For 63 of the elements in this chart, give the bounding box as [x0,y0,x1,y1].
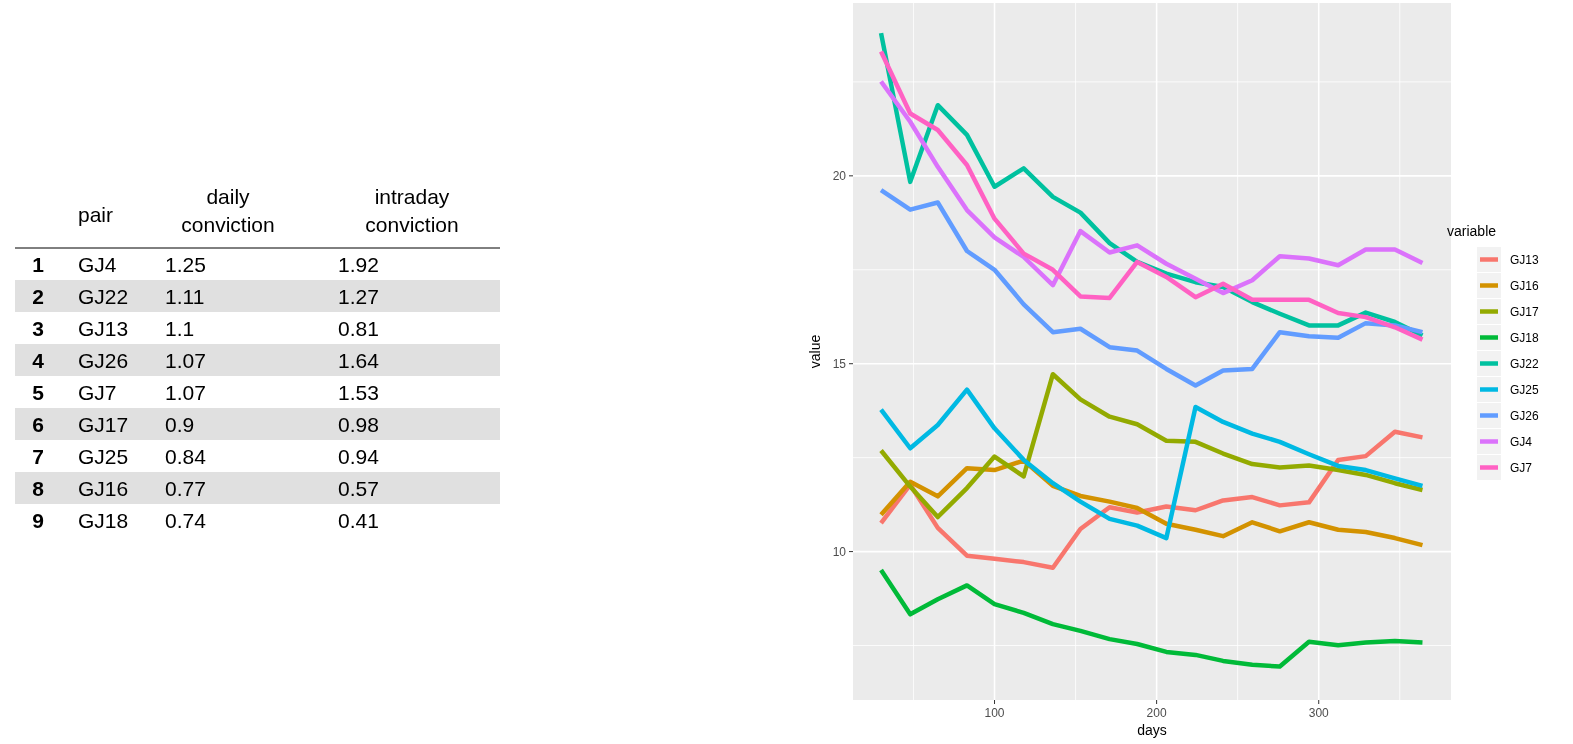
data-label: 1.07 [165,349,206,372]
x-tick-label: 200 [1146,706,1167,720]
data-label: 1.11 [165,285,205,308]
data-label: 0.81 [338,317,379,340]
legend-label: GJ22 [1510,357,1540,371]
y-tick-label: 15 [832,356,847,371]
x-tick-label: 300 [1308,706,1330,720]
legend-label: GJ18 [1510,331,1540,345]
legend-label: GJ13 [1510,253,1540,267]
data-label: 0.84 [165,445,207,468]
legend-label: GJ25 [1510,383,1540,397]
data-label: 7 [32,445,44,468]
data-label: 0.9 [165,413,195,436]
data-label: 4 [32,349,45,372]
line-series [878,79,1425,296]
line-series [878,429,1425,570]
legend-label: GJ17 [1510,305,1540,319]
category-label: GJ16 [78,477,129,500]
data-label: 0.77 [165,477,206,500]
data-label: 1 [32,253,45,276]
line-series [878,387,1425,541]
text: pair [78,203,114,226]
data-label: 9 [32,509,44,532]
legend-label: GJ16 [1510,279,1540,293]
legend-label: GJ4 [1510,435,1533,449]
data-label: 0.74 [165,509,207,532]
legend-label: GJ7 [1510,461,1533,475]
text: daily conviction [181,185,275,236]
category-label: GJ25 [78,445,129,468]
data-label: 6 [32,413,44,436]
text: intraday conviction [365,185,459,236]
data-label: 1.64 [338,349,380,372]
data-label: 2 [32,285,44,308]
category-label: GJ13 [78,317,129,340]
category-label: GJ7 [78,381,117,404]
category-label: GJ18 [78,509,129,532]
data-label: 0.57 [338,477,379,500]
data-label: 0.94 [338,445,380,468]
data-label: 1.25 [165,253,206,276]
data-label: 1.07 [165,381,206,404]
legend-title: variable [1447,223,1497,239]
data-label: 0.98 [338,413,379,436]
data-label: 3 [32,317,44,340]
y-tick-label: 20 [832,168,847,183]
category-label: GJ22 [78,285,129,308]
y-tick-label: 10 [832,544,847,559]
x-axis-title: days [1137,722,1167,738]
line-series [878,371,1425,520]
data-label: 0.41 [338,509,379,532]
line-series [878,187,1425,388]
y-axis-title: value [807,334,823,369]
data-label: 1.27 [338,285,379,308]
category-label: GJ17 [78,413,129,436]
category-label: GJ4 [78,253,117,276]
data-label: 1.53 [338,381,379,404]
x-tick-label: 100 [984,706,1005,720]
legend-label: GJ26 [1510,409,1540,423]
data-label: 5 [32,381,45,404]
data-label: 8 [32,477,45,500]
data-label: 1.92 [338,253,379,276]
data-label: 1.1 [165,317,195,340]
line-series [878,567,1425,669]
category-label: GJ26 [78,349,129,372]
